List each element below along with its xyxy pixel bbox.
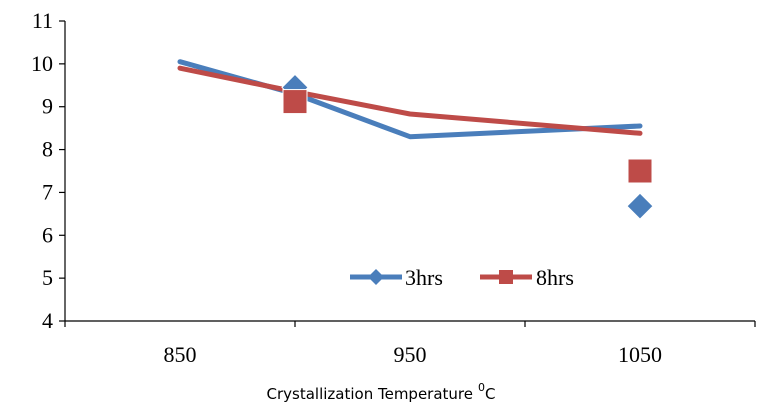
- series-line-8hrs: [177, 65, 643, 136]
- legend-marker-3hrs: [368, 269, 384, 285]
- legend-marker-8hrs: [499, 270, 513, 284]
- legend-label-8hrs: 8hrs: [536, 265, 574, 290]
- data-point-8hrs: [282, 89, 308, 115]
- y-ticks: 4 5 6 7 8 9 10 11: [31, 8, 65, 333]
- x-tick-label: 1050: [618, 342, 662, 367]
- series-markers: [281, 73, 654, 220]
- x-axis-title-unit-superscript: 0: [478, 381, 485, 394]
- x-tick-label: 850: [164, 342, 197, 367]
- legend-label-3hrs: 3hrs: [405, 265, 443, 290]
- x-axis-title: Crystallization Temperature 0C: [267, 381, 496, 403]
- axes: 4 5 6 7 8 9 10 11 850 950 1050: [31, 8, 756, 367]
- x-ticks: 850 950 1050: [64, 321, 756, 367]
- y-tick-label: 7: [42, 179, 53, 204]
- legend: 3hrs 8hrs: [350, 265, 574, 290]
- y-tick-label: 5: [42, 265, 53, 290]
- y-tick-label: 9: [42, 94, 53, 119]
- x-axis-title-unit: C: [485, 385, 495, 403]
- x-axis-title-text: Crystallization Temperature: [267, 385, 474, 403]
- x-tick-label: 950: [394, 342, 427, 367]
- y-tick-label: 10: [31, 51, 53, 76]
- y-tick-label: 11: [32, 8, 53, 33]
- y-tick-label: 4: [42, 308, 53, 333]
- data-point-8hrs: [627, 158, 653, 184]
- data-point-3hrs: [626, 192, 654, 220]
- series-lines: [177, 59, 643, 140]
- y-tick-label: 6: [42, 222, 53, 247]
- y-tick-label: 8: [42, 137, 53, 162]
